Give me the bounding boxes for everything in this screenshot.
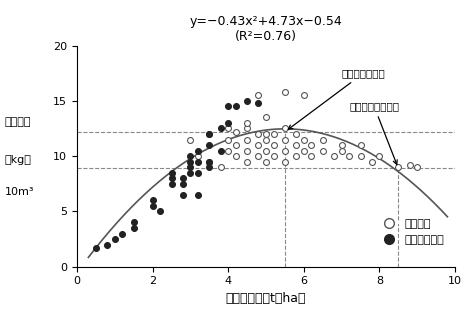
Point xyxy=(224,126,231,131)
Point xyxy=(92,245,99,251)
Point xyxy=(254,93,262,98)
Point xyxy=(280,148,288,153)
Point xyxy=(318,148,326,153)
Text: 10m³: 10m³ xyxy=(5,187,34,197)
Point xyxy=(205,132,213,137)
Point xyxy=(262,137,269,142)
Point xyxy=(224,104,231,109)
Point xyxy=(168,181,175,186)
Point xyxy=(337,142,345,148)
Point xyxy=(194,154,201,159)
Point xyxy=(149,203,156,208)
Point xyxy=(269,132,277,137)
Point xyxy=(243,159,250,164)
Point xyxy=(178,176,186,181)
Point xyxy=(111,236,119,242)
Point xyxy=(367,159,375,164)
Point xyxy=(168,170,175,175)
Point xyxy=(103,242,111,247)
Point xyxy=(156,209,164,214)
Point xyxy=(194,170,201,175)
Point xyxy=(119,231,126,236)
Point xyxy=(205,159,213,164)
Point xyxy=(205,164,213,170)
Point xyxy=(186,164,194,170)
Point xyxy=(217,164,224,170)
Point xyxy=(217,126,224,131)
Point xyxy=(262,132,269,137)
Point xyxy=(243,98,250,103)
Point xyxy=(186,137,194,142)
Point xyxy=(243,120,250,125)
Point xyxy=(224,120,231,125)
Point xyxy=(254,100,262,106)
Point xyxy=(178,192,186,197)
X-axis label: 土地生産性（t／ha）: 土地生産性（t／ha） xyxy=(225,292,306,305)
Point xyxy=(186,170,194,175)
Point xyxy=(231,142,239,148)
Legend: 灌溉農業, 降雨依存農業: 灌溉農業, 降雨依存農業 xyxy=(371,213,448,250)
Point xyxy=(194,159,201,164)
Point xyxy=(205,132,213,137)
Point xyxy=(129,226,137,231)
Point xyxy=(292,142,299,148)
Point xyxy=(356,142,364,148)
Point xyxy=(262,159,269,164)
Point xyxy=(280,137,288,142)
Point xyxy=(194,148,201,153)
Point xyxy=(280,90,288,95)
Point xyxy=(168,176,175,181)
Point xyxy=(292,132,299,137)
Point xyxy=(280,126,288,131)
Point xyxy=(292,154,299,159)
Point xyxy=(299,137,307,142)
Point xyxy=(345,154,352,159)
Point xyxy=(307,154,315,159)
Point xyxy=(243,148,250,153)
Point xyxy=(356,154,364,159)
Point xyxy=(280,159,288,164)
Point xyxy=(186,159,194,164)
Point xyxy=(337,148,345,153)
Text: 水生産性: 水生産性 xyxy=(5,116,31,127)
Point xyxy=(205,159,213,164)
Point xyxy=(329,154,337,159)
Point xyxy=(254,154,262,159)
Point xyxy=(194,192,201,197)
Point xyxy=(413,164,420,170)
Point xyxy=(178,181,186,186)
Point xyxy=(254,142,262,148)
Point xyxy=(262,148,269,153)
Point xyxy=(205,142,213,148)
Point xyxy=(299,148,307,153)
Point xyxy=(231,104,239,109)
Point xyxy=(224,137,231,142)
Text: （kg／: （kg／ xyxy=(5,155,31,165)
Point xyxy=(307,142,315,148)
Point xyxy=(243,137,250,142)
Text: 土地生産性最大値: 土地生産性最大値 xyxy=(348,101,398,164)
Text: 水生産性最大値: 水生産性最大値 xyxy=(288,68,385,129)
Title: y=−0.43x²+4.73x−0.54
(R²=0.76): y=−0.43x²+4.73x−0.54 (R²=0.76) xyxy=(189,15,342,43)
Point xyxy=(269,142,277,148)
Point xyxy=(224,148,231,153)
Point xyxy=(299,93,307,98)
Point xyxy=(149,198,156,203)
Point xyxy=(243,126,250,131)
Point xyxy=(231,129,239,134)
Point xyxy=(129,220,137,225)
Point xyxy=(394,164,401,170)
Point xyxy=(262,115,269,120)
Point xyxy=(375,154,382,159)
Point xyxy=(269,154,277,159)
Point xyxy=(254,132,262,137)
Point xyxy=(318,137,326,142)
Point xyxy=(217,148,224,153)
Point xyxy=(405,163,413,168)
Point xyxy=(231,154,239,159)
Point xyxy=(186,154,194,159)
